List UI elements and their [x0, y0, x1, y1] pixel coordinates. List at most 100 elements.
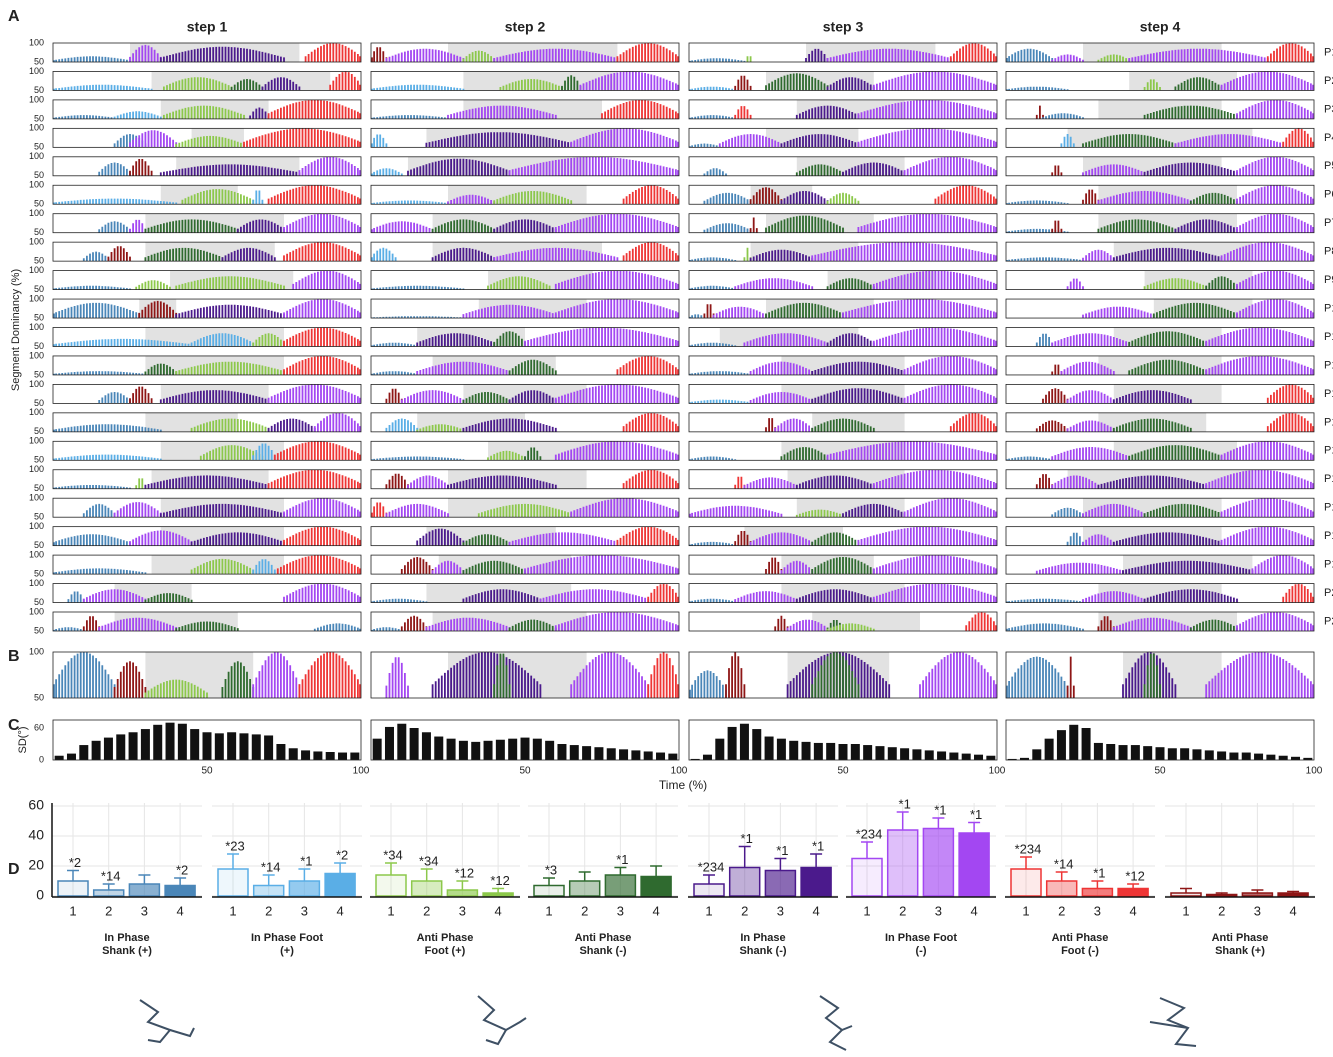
row-label: P11	[1324, 331, 1333, 343]
cell-frame	[52, 611, 362, 632]
stick-figure	[477, 995, 508, 1046]
dominance-cell	[688, 440, 998, 461]
facet-label: Shank (+)	[102, 945, 152, 957]
dominance-segment	[842, 162, 906, 176]
cell-frame	[1005, 469, 1315, 490]
dominance-segment	[67, 591, 85, 603]
x-tick-label: 1	[1182, 903, 1189, 918]
dominance-segment	[1082, 189, 1100, 205]
cell-frame	[1005, 42, 1315, 63]
dominance-segment	[283, 327, 361, 347]
dominance-cell	[52, 241, 362, 262]
bar	[164, 884, 196, 897]
dominance-segment	[371, 168, 403, 176]
dominance-segment	[462, 560, 526, 575]
y-tick-label: 100	[29, 293, 44, 303]
significance-label: *1	[616, 852, 628, 867]
dominance-segment	[857, 213, 997, 233]
dominance-segment	[144, 593, 193, 603]
dominance-segment	[371, 371, 419, 375]
significance-label: *12	[490, 873, 510, 888]
significance-label: *1	[812, 838, 824, 853]
dominance-segment	[276, 555, 361, 575]
cell-frame	[52, 497, 362, 518]
cell-frame	[52, 583, 362, 603]
x-tick-label: 3	[301, 903, 308, 918]
bar	[1117, 887, 1149, 897]
dominance-segment	[1035, 105, 1044, 119]
sd-bar	[1303, 757, 1313, 760]
significance-label: *34	[383, 847, 403, 862]
sd-bar	[606, 748, 616, 760]
sd-bar	[1044, 738, 1054, 760]
dominance-segment	[1189, 619, 1238, 631]
sd-bar	[1180, 748, 1190, 760]
dominance-cell	[370, 526, 680, 547]
dominance-segment	[1174, 77, 1223, 91]
dominance-cell	[688, 355, 998, 376]
dominance-segment	[780, 447, 829, 461]
dominance-segment	[749, 187, 783, 205]
dominance-segment	[570, 128, 679, 148]
dominance-segment	[734, 106, 752, 119]
x-tick-label: 50	[1154, 766, 1166, 777]
dominance-segment	[1143, 589, 1238, 603]
cell-frame	[52, 99, 362, 120]
dominance-cell	[52, 554, 362, 575]
dominance-segment	[1042, 388, 1069, 404]
bar	[533, 884, 565, 897]
x-tick-label: 4	[1289, 903, 1296, 918]
sd-bar	[276, 744, 286, 760]
y-tick-label: 50	[34, 483, 44, 493]
dominance-segment	[113, 111, 162, 119]
y-tick-label: 100	[29, 436, 44, 446]
sd-bar	[54, 755, 64, 760]
dominance-cell	[52, 213, 362, 234]
dominance-segment	[1128, 331, 1208, 347]
x-tick-label: 100	[989, 766, 1006, 777]
sd-bar	[813, 742, 823, 760]
cell-frame	[688, 156, 998, 177]
cell-frame	[52, 554, 362, 575]
dominance-segment	[1097, 475, 1208, 489]
cell-frame	[688, 270, 998, 291]
significance-label: *2	[69, 855, 81, 870]
dominance-segment	[826, 77, 875, 91]
x-tick-label: 1	[387, 903, 394, 918]
dominance-cell	[370, 469, 680, 490]
row-label: P13	[1324, 388, 1333, 400]
sd-bar	[116, 734, 126, 760]
dominance-segment	[371, 456, 465, 461]
significance-label: *1	[300, 853, 312, 868]
significance-label: *12	[455, 865, 475, 880]
sd-bar	[801, 741, 811, 760]
dominance-segment	[1266, 384, 1314, 404]
bar	[922, 827, 955, 897]
dominance-segment	[190, 418, 270, 432]
dominance-segment	[159, 503, 285, 518]
dominance-segment	[53, 302, 141, 319]
cell-frame	[370, 184, 680, 205]
dominance-segment	[689, 342, 737, 347]
dominance-segment	[462, 392, 511, 404]
dominance-segment	[283, 583, 361, 603]
dominance-segment	[842, 503, 906, 518]
dominance-segment	[1006, 656, 1069, 698]
dominance-segment	[746, 56, 752, 62]
dominance-segment	[1035, 562, 1124, 575]
dominance-segment	[1143, 653, 1161, 698]
y-tick-label: 100	[29, 646, 44, 656]
bar	[57, 880, 89, 897]
dominance-segment	[82, 616, 101, 631]
x-tick-label: 2	[1058, 903, 1065, 918]
cell-frame	[52, 651, 362, 699]
dominance-segment	[579, 71, 679, 91]
dominance-segment	[371, 247, 397, 262]
cell-frame	[688, 241, 998, 262]
sd-bar	[458, 740, 468, 760]
x-tick-label: 1	[229, 903, 236, 918]
sd-bar	[863, 745, 873, 760]
dominance-segment	[1143, 79, 1161, 91]
significance-label: *14	[261, 859, 281, 874]
dominance-segment	[267, 185, 361, 205]
